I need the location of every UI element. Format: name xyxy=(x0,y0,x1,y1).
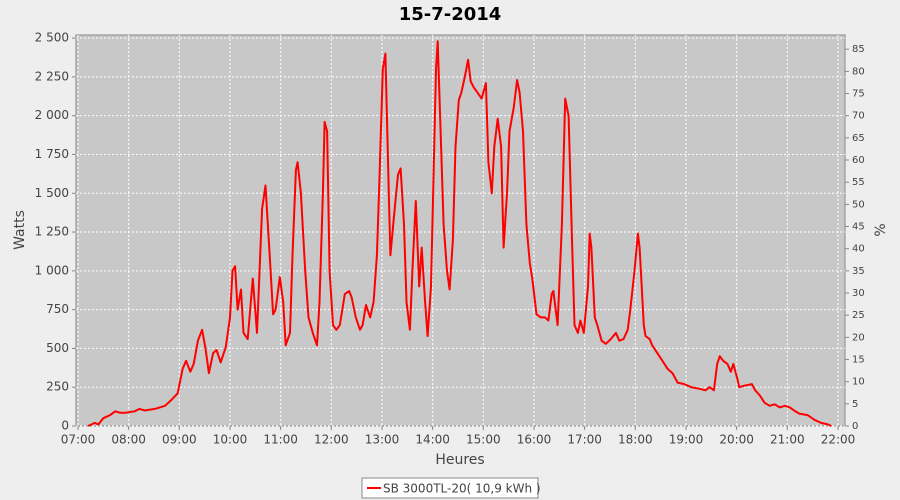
x-tick-label: 14:00 xyxy=(415,433,450,447)
y-tick-label: 2 500 xyxy=(35,31,69,45)
y-tick-label: 2 000 xyxy=(35,108,69,122)
y2-tick-label: 60 xyxy=(852,155,865,166)
x-tick-label: 13:00 xyxy=(365,433,400,447)
y-tick-label: 0 xyxy=(61,419,69,433)
y2-tick-label: 75 xyxy=(852,89,865,100)
y2-tick-label: 25 xyxy=(852,310,865,321)
y2-tick-label: 45 xyxy=(852,222,865,233)
data-line xyxy=(87,40,832,427)
y2-tick-label: 50 xyxy=(852,199,865,210)
x-tick-label: 19:00 xyxy=(669,433,704,447)
x-tick-label: 16:00 xyxy=(517,433,552,447)
y2-tick-label: 70 xyxy=(852,111,865,122)
y2-axis-label: % xyxy=(873,223,889,236)
y2-tick-label: 65 xyxy=(852,133,865,144)
x-tick-label: 17:00 xyxy=(567,433,602,447)
y-tick-label: 1 250 xyxy=(35,225,69,239)
x-tick-label: 12:00 xyxy=(314,433,349,447)
x-tick-label: 07:00 xyxy=(61,433,96,447)
y2-tick-label: 85 xyxy=(852,44,865,55)
y2-tick-label: 20 xyxy=(852,332,865,343)
y-tick-label: 2 250 xyxy=(35,69,69,83)
x-axis-label: Heures xyxy=(435,452,484,468)
y-tick-label: 250 xyxy=(46,380,69,394)
x-tick-label: 20:00 xyxy=(719,433,754,447)
plot-area xyxy=(75,34,846,427)
y-axis-label: Watts xyxy=(12,210,28,250)
x-tick-label: 15:00 xyxy=(466,433,501,447)
x-tick-label: 18:00 xyxy=(618,433,653,447)
x-tick-label: 08:00 xyxy=(111,433,146,447)
y-tick-label: 1 000 xyxy=(35,263,69,277)
y2-tick-label: 15 xyxy=(852,355,865,366)
x-tick-label: 11:00 xyxy=(263,433,298,447)
y2-tick-label: 30 xyxy=(852,288,865,299)
chart-title: 15-7-2014 xyxy=(399,4,502,25)
y2-tick-label: 5 xyxy=(852,399,858,410)
y2-tick-label: 10 xyxy=(852,377,865,388)
x-tick-label: 09:00 xyxy=(162,433,197,447)
y-tick-label: 750 xyxy=(46,302,69,316)
x-tick-label: 22:00 xyxy=(821,433,856,447)
y-tick-label: 1 750 xyxy=(35,147,69,161)
legend-label: SB 3000TL-20( 10,9 kWh ) xyxy=(383,482,541,496)
y-tick-label: 500 xyxy=(46,341,69,355)
x-tick-label: 10:00 xyxy=(213,433,248,447)
y2-tick-label: 35 xyxy=(852,266,865,277)
x-tick-label: 21:00 xyxy=(770,433,805,447)
y2-tick-label: 80 xyxy=(852,66,865,77)
legend xyxy=(361,477,539,499)
y-tick-label: 1 500 xyxy=(35,186,69,200)
y2-tick-label: 55 xyxy=(852,177,865,188)
y2-tick-label: 0 xyxy=(852,421,858,432)
y2-tick-label: 40 xyxy=(852,244,865,255)
